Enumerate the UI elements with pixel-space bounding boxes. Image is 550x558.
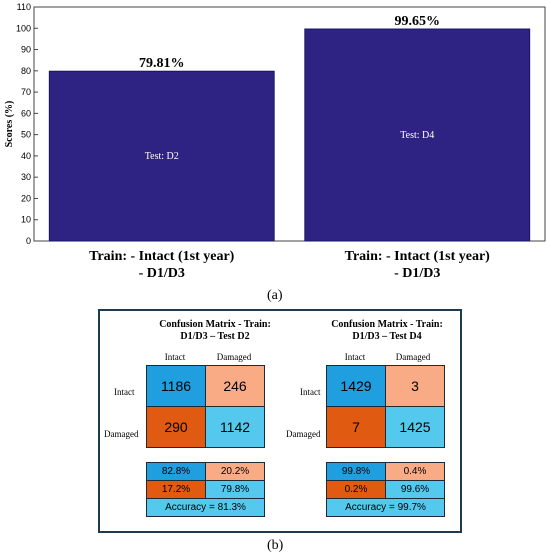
col-label-intact: Intact <box>344 352 366 362</box>
plot-frame <box>33 6 546 242</box>
x-category-label: Train: - Intact (1st year) <box>345 249 490 264</box>
bar <box>304 28 531 242</box>
bar-value-label: 99.65% <box>395 14 441 29</box>
y-tick-label: 0 <box>26 236 31 246</box>
percent-cell: 99.8% <box>326 462 386 481</box>
percent-cell: 0.2% <box>326 480 386 499</box>
y-tick-label: 10 <box>21 215 31 225</box>
col-label-damaged: Damaged <box>216 352 252 362</box>
bar <box>48 70 275 242</box>
cell-fp: 3 <box>385 365 445 407</box>
y-axis-label: Scores (%) <box>4 101 15 148</box>
y-tick-label: 70 <box>21 87 31 97</box>
row-label-intact: Intact <box>300 387 321 397</box>
row-label-intact: Intact <box>114 387 135 397</box>
cell-tn: 1142 <box>205 406 265 448</box>
matrix-title: Confusion Matrix - Train: D1/D3 – Test D… <box>312 319 462 343</box>
percent-cell: 79.8% <box>205 480 265 499</box>
y-tick-label: 100 <box>16 23 31 33</box>
col-label-intact: Intact <box>164 352 186 362</box>
bar-inner-label: Test: D4 <box>400 130 434 141</box>
x-category-label: - D1/D3 <box>394 266 440 281</box>
cell-tp: 1429 <box>326 365 386 407</box>
y-axis: 0 10 20 30 40 50 60 70 80 90 100 110 <box>16 2 546 246</box>
x-category-label: - D1/D3 <box>139 266 185 281</box>
cell-fp: 246 <box>205 365 265 407</box>
y-tick-label: 60 <box>21 108 31 118</box>
y-tick-label: 40 <box>21 151 31 161</box>
bar-value-label: 79.81% <box>139 56 185 71</box>
x-category-label: Train: - Intact (1st year) <box>89 249 234 264</box>
matrix-title-line1: Confusion Matrix - Train: <box>159 319 271 330</box>
percent-cell: 99.6% <box>385 480 445 499</box>
y-tick-label: 90 <box>21 45 31 55</box>
caption-a: (a) <box>267 288 283 303</box>
percent-cell: 17.2% <box>146 480 206 499</box>
percent-cell: 0.4% <box>385 462 445 481</box>
cell-tp: 1186 <box>146 365 206 407</box>
matrix-title-line1: Confusion Matrix - Train: <box>331 319 443 330</box>
confusion-panel: Confusion Matrix - Train: D1/D3 – Test D… <box>98 309 462 533</box>
accuracy-cell: Accuracy = 99.7% <box>326 498 445 517</box>
cell-fn: 7 <box>326 406 386 448</box>
row-label-damaged: Damaged <box>286 429 321 439</box>
cell-fn: 290 <box>146 406 206 448</box>
col-label-damaged: Damaged <box>395 352 431 362</box>
y-tick-label: 50 <box>21 130 31 140</box>
percent-cell: 20.2% <box>205 462 265 481</box>
x-axis-labels: Train: - Intact (1st year) - D1/D3 Train: … <box>89 249 490 281</box>
y-tick-label: 30 <box>21 172 31 182</box>
caption-b: (b) <box>267 538 284 553</box>
matrix-title-line2: D1/D3 – Test D4 <box>352 331 422 342</box>
matrix-title-line2: D1/D3 – Test D2 <box>180 331 250 342</box>
percent-cell: 82.8% <box>146 462 206 481</box>
y-tick-label: 20 <box>21 193 31 203</box>
row-label-damaged: Damaged <box>104 429 139 439</box>
matrix-title: Confusion Matrix - Train: D1/D3 – Test D… <box>140 319 290 343</box>
y-tick-label: 110 <box>17 2 31 12</box>
bar-inner-label: Test: D2 <box>145 151 179 162</box>
bars: 79.81% Test: D2 99.65% Test: D4 <box>48 14 531 242</box>
bar-chart: 0 10 20 30 40 50 60 70 80 90 100 110 Scores (%) 79.… <box>4 2 546 281</box>
y-tick-label: 80 <box>21 66 31 76</box>
cell-tn: 1425 <box>385 406 445 448</box>
accuracy-cell: Accuracy = 81.3% <box>146 498 265 517</box>
